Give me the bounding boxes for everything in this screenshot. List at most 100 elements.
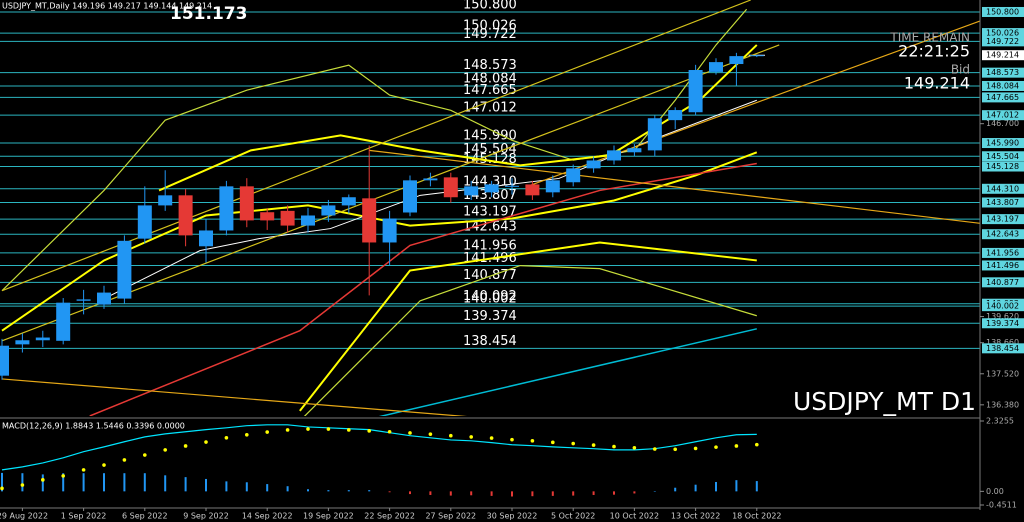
candle-body xyxy=(260,212,275,221)
macd-title: MACD(12,26,9) 1.8843 1.5446 0.3396 0.000… xyxy=(2,422,185,431)
overlay-line xyxy=(1,8,748,292)
level-axis-box xyxy=(982,277,1024,288)
overlay-line xyxy=(378,328,757,416)
macd-hist-bar xyxy=(674,487,677,492)
level-label: 141.956 xyxy=(463,238,517,253)
level-axis-box xyxy=(982,229,1024,240)
level-axis-box xyxy=(982,247,1024,258)
candle-body xyxy=(566,168,581,183)
level-axis-box xyxy=(982,28,1024,39)
macd-hist-bar xyxy=(613,491,615,495)
macd-tick-label: 2.3255 xyxy=(986,417,1014,426)
bid-axis-box xyxy=(982,50,1024,61)
x-tick-label: 30 Sep 2022 xyxy=(487,512,538,521)
y-tick-label: 138.660 xyxy=(986,338,1019,347)
level-label: 143.197 xyxy=(463,205,517,220)
macd-hist-bar xyxy=(286,486,289,492)
macd-signal-dot xyxy=(387,429,392,434)
macd-signal-dot xyxy=(734,444,739,448)
candle-body xyxy=(0,345,9,376)
macd-hist-bar xyxy=(592,491,595,495)
macd-hist-bar xyxy=(82,473,85,492)
macd-hist-bar xyxy=(41,474,44,492)
macd-hist-bar xyxy=(205,478,207,492)
candle-body xyxy=(35,337,50,341)
level-label: 150.800 xyxy=(463,0,517,12)
level-axis-label: 139.374 xyxy=(986,319,1019,328)
candle-body xyxy=(15,340,30,345)
candle-body xyxy=(586,160,601,169)
level-axis-box xyxy=(982,110,1024,121)
macd-hist-bar xyxy=(347,490,350,492)
macd-hist-bar xyxy=(184,477,187,492)
bid-value: 149.214 xyxy=(904,74,970,93)
level-axis-box xyxy=(982,343,1024,354)
level-axis-label: 141.496 xyxy=(986,261,1019,270)
level-axis-box xyxy=(982,138,1024,149)
chart-title: USDJPY_MT,Daily 149.196 149.217 149.144 … xyxy=(2,2,212,11)
macd-signal-dot xyxy=(612,444,616,449)
level-label: 145.504 xyxy=(463,142,517,157)
level-axis-label: 148.573 xyxy=(986,68,1019,77)
macd-hist-bar xyxy=(62,473,65,492)
candle-body xyxy=(97,292,111,305)
macd-hist-bar xyxy=(551,491,554,496)
macd-signal-dot xyxy=(571,441,575,446)
macd-hist-bar xyxy=(388,491,391,493)
level-axis-label: 145.504 xyxy=(986,152,1019,161)
level-axis-label: 141.956 xyxy=(986,248,1019,257)
candle-body xyxy=(321,205,336,216)
macd-hist-bar xyxy=(490,491,493,496)
macd-signal-dot xyxy=(122,458,127,462)
macd-hist-bar xyxy=(103,473,105,492)
macd-hist-bar xyxy=(409,491,411,495)
macd-signal-dot xyxy=(61,474,65,478)
candle-body xyxy=(178,195,193,236)
candle-body xyxy=(709,62,723,72)
level-axis-label: 145.128 xyxy=(986,162,1019,171)
level-axis-box xyxy=(982,6,1024,17)
macd-signal-dot xyxy=(367,429,372,433)
macd-signal-dot xyxy=(326,427,331,431)
candle-body xyxy=(525,184,540,196)
candle-body xyxy=(443,177,458,198)
candle-body xyxy=(280,210,295,226)
macd-hist-bar xyxy=(633,491,636,494)
macd-hist-bar xyxy=(307,489,309,492)
x-tick-label: 5 Oct 2022 xyxy=(551,512,595,521)
candle-body xyxy=(749,55,764,57)
candle-body xyxy=(76,299,91,301)
macd-hist-bar xyxy=(143,473,146,492)
candle-body xyxy=(484,184,499,193)
macd-hist-bar xyxy=(715,481,717,492)
level-axis-label: 147.012 xyxy=(986,111,1019,120)
macd-signal-dot xyxy=(204,440,208,444)
level-axis-box xyxy=(982,260,1024,271)
y-tick-label: 137.520 xyxy=(986,369,1019,378)
level-label: 147.665 xyxy=(463,83,517,98)
macd-hist-bar xyxy=(531,491,534,497)
macd-signal-dot xyxy=(347,428,351,432)
level-axis-box xyxy=(982,183,1024,194)
macd-line xyxy=(1,424,757,471)
x-tick-label: 9 Sep 2022 xyxy=(183,512,229,521)
candle-body xyxy=(627,148,642,153)
level-axis-box xyxy=(982,36,1024,47)
candle-body xyxy=(729,56,744,65)
x-tick-label: 10 Oct 2022 xyxy=(610,512,659,521)
level-axis-label: 147.665 xyxy=(986,93,1019,102)
x-tick-label: 29 Aug 2022 xyxy=(0,512,48,521)
macd-signal-dot xyxy=(530,439,535,443)
macd-signal-dot xyxy=(265,430,270,434)
candle-body xyxy=(688,70,703,113)
x-tick-label: 13 Oct 2022 xyxy=(671,512,720,521)
x-tick-label: 6 Sep 2022 xyxy=(122,512,168,521)
level-axis-label: 143.807 xyxy=(986,198,1019,207)
level-label: 148.573 xyxy=(463,58,517,73)
overlay-line xyxy=(303,265,757,416)
candle-body xyxy=(301,215,315,226)
macd-signal-dot xyxy=(428,432,433,436)
macd-signal-dot xyxy=(163,448,167,452)
